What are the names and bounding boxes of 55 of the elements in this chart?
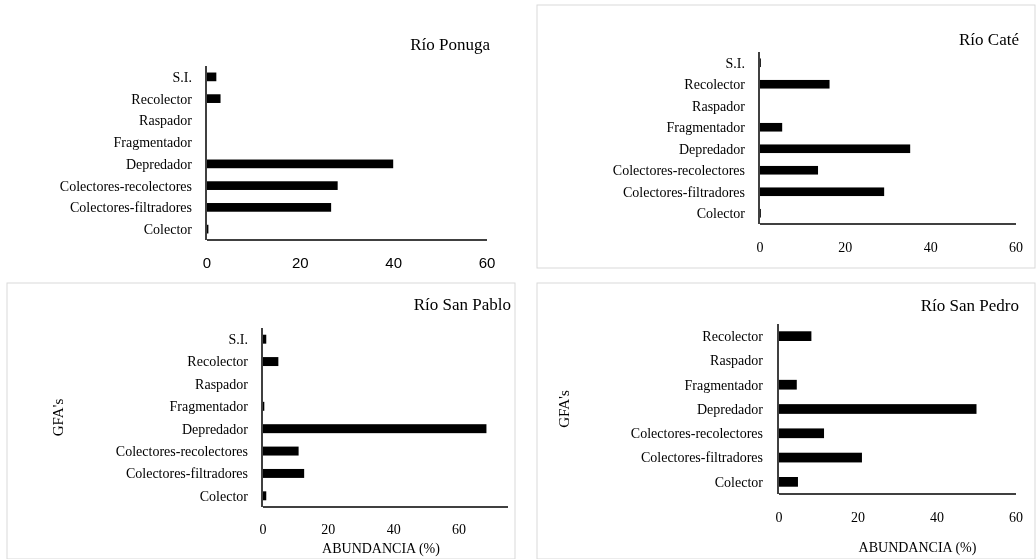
y-tick-label: Recolector xyxy=(684,77,746,93)
x-tick-label: 20 xyxy=(851,510,865,525)
x-axis-title: ABUNDANCIA (%) xyxy=(858,540,977,556)
y-tick-label: S.I. xyxy=(725,55,745,71)
x-tick-label: 0 xyxy=(756,240,764,255)
y-tick-label: Depredador xyxy=(696,401,764,417)
x-tick-label: 60 xyxy=(452,522,466,537)
y-tick-label: Colectores-filtradores xyxy=(69,200,192,216)
y-axis-title: GFA's xyxy=(50,398,66,437)
x-tick-label: 0 xyxy=(775,510,783,525)
x-tick-label: 60 xyxy=(1009,510,1023,525)
x-axis-title: ABUNDANCIA (%) xyxy=(322,541,441,557)
y-tick-label: Colector xyxy=(714,474,764,490)
chart-title: Río Ponuga xyxy=(410,35,491,54)
y-tick-label: Colector xyxy=(143,222,193,238)
y-tick-label: Depredador xyxy=(678,141,746,157)
y-tick-label: Colectores-recolectores xyxy=(115,443,248,459)
y-tick-label: Recolector xyxy=(187,354,249,370)
y-tick-label: S.I. xyxy=(172,69,192,85)
x-tick-label: 20 xyxy=(291,254,309,271)
y-tick-label: Recolector xyxy=(131,91,193,107)
y-axis-title: GFA's xyxy=(556,390,572,428)
y-tick-label: Colectores-filtradores xyxy=(622,184,745,200)
y-tick-label: Colector xyxy=(199,488,249,504)
chart-title: Río San Pedro xyxy=(920,296,1019,315)
x-tick-label: 40 xyxy=(923,240,938,255)
y-tick-label: Colectores-filtradores xyxy=(125,466,248,482)
x-tick-label: 20 xyxy=(321,522,336,537)
y-tick-label: Recolector xyxy=(702,329,764,345)
y-tick-label: Colector xyxy=(696,206,746,222)
y-tick-label: Fragmentador xyxy=(684,377,764,393)
x-tick-label: 40 xyxy=(930,510,944,525)
x-tick-label: 20 xyxy=(838,240,853,255)
chart-title: Río San Pablo xyxy=(413,295,511,314)
y-tick-label: Fragmentador xyxy=(113,135,193,151)
x-tick-label: 60 xyxy=(1009,240,1023,255)
x-tick-label: 40 xyxy=(386,522,401,537)
y-tick-label: Raspador xyxy=(692,98,746,114)
chart-title: Río Caté xyxy=(959,30,1019,49)
y-tick-label: Colectores-filtradores xyxy=(640,450,763,466)
x-tick-label: 60 xyxy=(478,254,496,271)
y-tick-label: Colectores-recolectores xyxy=(630,426,763,442)
x-tick-label: 40 xyxy=(385,254,403,271)
y-tick-label: Raspador xyxy=(710,353,764,369)
y-tick-label: Depredador xyxy=(181,421,249,437)
y-tick-label: Fragmentador xyxy=(666,120,746,136)
y-tick-label: Fragmentador xyxy=(169,399,249,415)
y-tick-label: Raspador xyxy=(139,113,193,129)
y-tick-label: Colectores-recolectores xyxy=(59,178,192,194)
y-tick-label: Raspador xyxy=(195,376,249,392)
y-tick-label: S.I. xyxy=(228,332,248,348)
x-tick-label: 0 xyxy=(259,522,267,537)
y-tick-label: Depredador xyxy=(125,156,193,172)
x-tick-label: 0 xyxy=(202,254,212,271)
y-tick-label: Colectores-recolectores xyxy=(612,163,745,179)
